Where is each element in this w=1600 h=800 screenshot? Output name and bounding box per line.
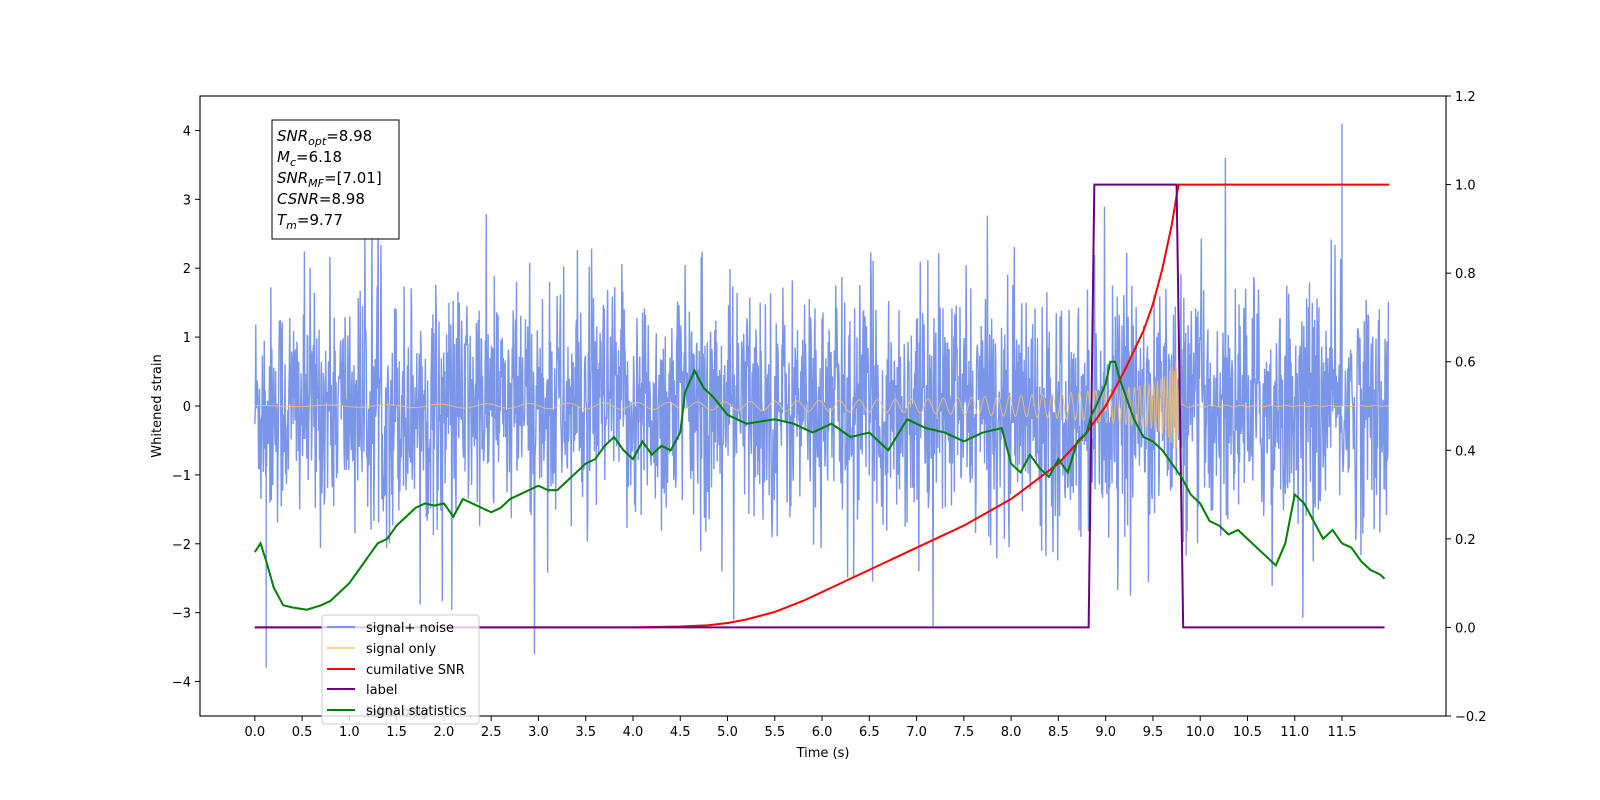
x-tick-label: 0.0 xyxy=(244,725,265,740)
annotation-line: Tm=9.77 xyxy=(277,211,343,232)
annotation-symbol: CSNR xyxy=(277,190,319,208)
y-left-tick-label: 2 xyxy=(183,262,191,277)
x-tick-label: 10.5 xyxy=(1233,725,1262,740)
axes: 0.0 0.5 1.0 1.5 2.0 2.5 3.0 3.5 4.0 4.5 5.0 5.5 6.0 6… xyxy=(150,90,1487,761)
annotation-subscript: opt xyxy=(308,135,327,148)
y-left-tick-label: −3 xyxy=(172,607,191,622)
x-tick-label: 2.5 xyxy=(481,725,502,740)
series-line-cumulative-snr xyxy=(254,183,1390,629)
x-tick-label: 8.5 xyxy=(1048,725,1069,740)
x-tick-label: 1.5 xyxy=(386,725,407,740)
y-left-tick-label: 0 xyxy=(183,400,191,415)
x-tick-label: 11.5 xyxy=(1328,725,1357,740)
x-tick-label: 7.5 xyxy=(954,725,975,740)
legend-label: label xyxy=(366,683,397,698)
series-line-signal-statistics xyxy=(253,360,1386,611)
y-left-tick-label: −1 xyxy=(172,469,191,484)
y-right-tick-label: 0.8 xyxy=(1455,267,1476,282)
x-tick-label: 6.0 xyxy=(812,725,833,740)
annotation-line: CSNR=8.98 xyxy=(277,190,365,208)
annotation-symbol: SNR xyxy=(277,127,308,145)
x-axis-label: Time (s) xyxy=(796,746,850,761)
x-tick-label: 10.0 xyxy=(1186,725,1215,740)
annotation-line: SNRMF=[7.01] xyxy=(277,169,382,190)
x-tick-label: 3.0 xyxy=(528,725,549,740)
x-tick-label: 5.0 xyxy=(717,725,738,740)
y-right-tick-label: 1.0 xyxy=(1455,179,1476,194)
legend-label-label-only: label only xyxy=(366,705,429,720)
annotation-symbol: T xyxy=(277,211,288,229)
annotation-box: SNRopt=8.98Mc=6.18SNRMF=[7.01]CSNR=8.98T… xyxy=(271,119,400,240)
x-tick-label: 11.0 xyxy=(1280,725,1309,740)
annotation-symbol: M xyxy=(277,148,290,166)
y-left-tick-label: 4 xyxy=(183,124,191,139)
y-left-tick-label: 1 xyxy=(183,331,191,346)
annotation-value: =[7.01] xyxy=(324,169,382,187)
y-axis-label: Whitened strain xyxy=(150,354,165,457)
y-left-tick-label: −4 xyxy=(172,676,191,691)
y-right-tick-label: 0.2 xyxy=(1455,533,1476,548)
series-line-signal-noise xyxy=(254,123,1390,668)
x-tick-label: 4.5 xyxy=(670,725,691,740)
x-tick-label: 3.5 xyxy=(575,725,596,740)
y-right-tick-label: 1.2 xyxy=(1455,90,1476,105)
legend: signal+ noise signal only cumilative SNR la… xyxy=(321,614,480,725)
annotation-frame xyxy=(271,119,400,240)
plot-clip-group xyxy=(253,123,1390,668)
y-left-tick-label: 3 xyxy=(183,193,191,208)
annotation-subscript: MF xyxy=(308,177,324,190)
annotation-line: SNRopt=8.98 xyxy=(277,127,372,148)
x-tick-label: 1.0 xyxy=(339,725,360,740)
plot-area xyxy=(253,123,1390,668)
annotation-subscript: c xyxy=(290,156,296,169)
annotation-subscript: m xyxy=(286,219,297,232)
legend-label: signal statistics xyxy=(366,704,467,719)
x-tick-label: 8.0 xyxy=(1001,725,1022,740)
y-left-tick-label: −2 xyxy=(172,538,191,553)
y-right-tick-label: 0.4 xyxy=(1455,444,1476,459)
x-tick-label: 0.5 xyxy=(292,725,313,740)
series-line-label xyxy=(254,183,1385,629)
legend-label: signal only xyxy=(366,642,436,657)
y-right-tick-label: 0.6 xyxy=(1455,356,1476,371)
annotation-value: =8.98 xyxy=(319,190,365,208)
series-line-signal-only xyxy=(254,360,1389,449)
legend-frame xyxy=(321,614,480,725)
annotation-value: =8.98 xyxy=(326,127,372,145)
x-tick-label: 4.0 xyxy=(623,725,644,740)
x-tick-label: 7.0 xyxy=(906,725,927,740)
y-right-tick-label: −0.2 xyxy=(1455,710,1487,725)
legend-label: signal+ noise xyxy=(366,621,454,636)
annotation-value: =6.18 xyxy=(296,148,342,166)
y-right-tick-label: 0.0 xyxy=(1455,621,1476,636)
annotation-value: =9.77 xyxy=(297,211,343,229)
x-tick-label: 2.0 xyxy=(434,725,455,740)
x-tick-label: 6.5 xyxy=(859,725,880,740)
legend-label: cumilative SNR xyxy=(366,663,465,678)
x-tick-label: 9.5 xyxy=(1143,725,1164,740)
annotation-line: Mc=6.18 xyxy=(277,148,342,169)
x-tick-label: 5.5 xyxy=(764,725,785,740)
annotation-symbol: SNR xyxy=(277,169,308,187)
x-tick-label: 9.0 xyxy=(1095,725,1116,740)
